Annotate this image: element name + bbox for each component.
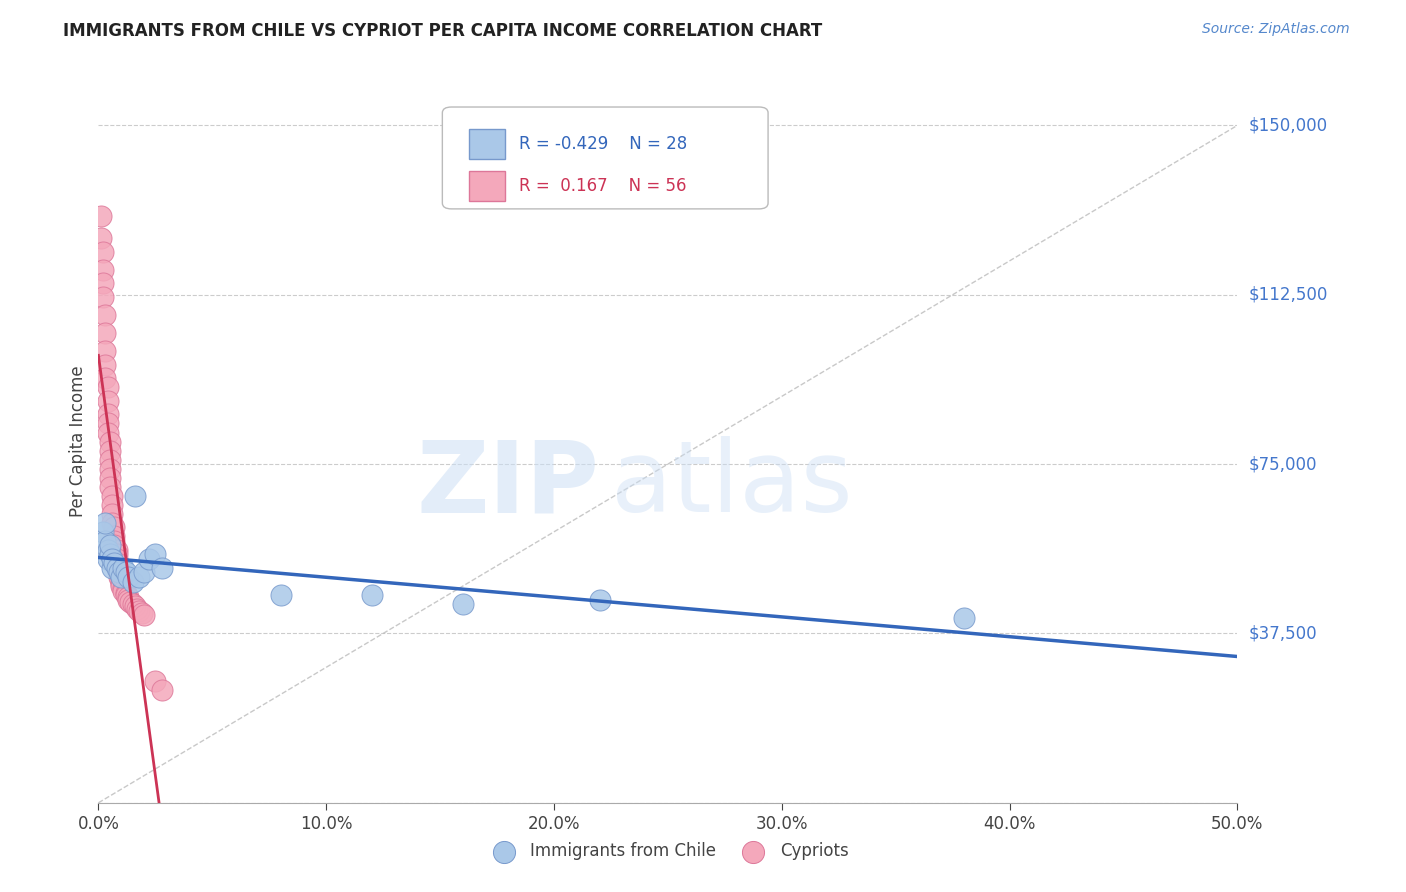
Point [117, 592, 139, 607]
Point [105, 557, 128, 571]
Point [96, 380, 118, 394]
Point [112, 583, 135, 598]
Point [94, 358, 117, 372]
Point [94, 533, 117, 548]
Point [103, 557, 125, 571]
Point [953, 610, 976, 624]
Point [110, 574, 132, 589]
Point [96, 408, 118, 422]
Point [120, 595, 142, 609]
Point [101, 498, 124, 512]
Text: R =  0.167    N = 56: R = 0.167 N = 56 [519, 177, 686, 194]
Text: ZIP: ZIP [416, 436, 599, 533]
Point [94, 516, 117, 530]
Point [117, 570, 139, 584]
Point [101, 516, 124, 530]
Point [360, 588, 382, 602]
Point [98, 470, 121, 484]
Point [114, 566, 136, 580]
Point [150, 561, 173, 575]
Text: R = -0.429    N = 28: R = -0.429 N = 28 [519, 135, 688, 153]
Point [114, 588, 136, 602]
Point [91, 277, 114, 291]
Point [110, 579, 132, 593]
Point [145, 673, 167, 688]
Point [108, 561, 131, 575]
Point [90, 209, 112, 223]
Text: Source: ZipAtlas.com: Source: ZipAtlas.com [1202, 22, 1350, 37]
Point [124, 599, 146, 614]
Point [98, 480, 121, 494]
Point [94, 308, 117, 322]
Bar [468, 170, 505, 201]
Point [91, 290, 114, 304]
Bar [468, 128, 505, 159]
Point [91, 263, 114, 277]
Point [96, 552, 118, 566]
Point [131, 606, 153, 620]
Point [98, 452, 121, 467]
Point [91, 524, 114, 539]
Point [105, 542, 128, 557]
Point [105, 548, 128, 562]
Point [94, 326, 117, 340]
Point [101, 489, 124, 503]
Point [117, 591, 139, 605]
Y-axis label: Per Capita Income: Per Capita Income [69, 366, 87, 517]
Point [103, 533, 125, 548]
Point [98, 461, 121, 475]
Text: atlas: atlas [612, 436, 852, 533]
Point [101, 507, 124, 521]
Point [110, 570, 132, 584]
Point [94, 371, 117, 385]
Text: IMMIGRANTS FROM CHILE VS CYPRIOT PER CAPITA INCOME CORRELATION CHART: IMMIGRANTS FROM CHILE VS CYPRIOT PER CAP… [63, 22, 823, 40]
Point [103, 538, 125, 552]
Point [132, 608, 155, 623]
Text: $37,500: $37,500 [1249, 624, 1317, 642]
Point [98, 443, 121, 458]
Point [114, 586, 136, 600]
Point [110, 570, 132, 584]
Point [138, 552, 160, 566]
Point [128, 604, 150, 618]
Point [128, 570, 150, 584]
Text: $75,000: $75,000 [1249, 455, 1317, 473]
Point [108, 570, 131, 584]
Point [110, 576, 132, 591]
Point [105, 552, 128, 566]
Point [94, 344, 117, 359]
Point [127, 601, 149, 615]
Point [588, 592, 610, 607]
Point [451, 597, 474, 611]
Point [105, 561, 128, 575]
Point [98, 434, 121, 449]
Point [132, 566, 155, 580]
Point [91, 244, 114, 259]
Point [101, 552, 124, 566]
Point [98, 538, 121, 552]
Point [150, 682, 173, 697]
Point [121, 574, 143, 589]
Point [145, 548, 167, 562]
Legend: Immigrants from Chile, Cypriots: Immigrants from Chile, Cypriots [481, 836, 855, 867]
Text: $150,000: $150,000 [1249, 117, 1327, 135]
Point [121, 597, 143, 611]
Point [90, 231, 112, 245]
Point [108, 566, 131, 580]
Point [96, 542, 118, 557]
Point [124, 489, 146, 503]
Point [96, 417, 118, 431]
Point [101, 561, 124, 575]
Point [270, 588, 292, 602]
Point [112, 582, 135, 596]
FancyBboxPatch shape [443, 107, 768, 209]
Point [96, 393, 118, 408]
Point [98, 548, 121, 562]
Point [108, 566, 131, 580]
Point [112, 561, 135, 575]
Point [96, 425, 118, 440]
Point [103, 520, 125, 534]
Text: $112,500: $112,500 [1249, 285, 1327, 304]
Point [103, 529, 125, 543]
